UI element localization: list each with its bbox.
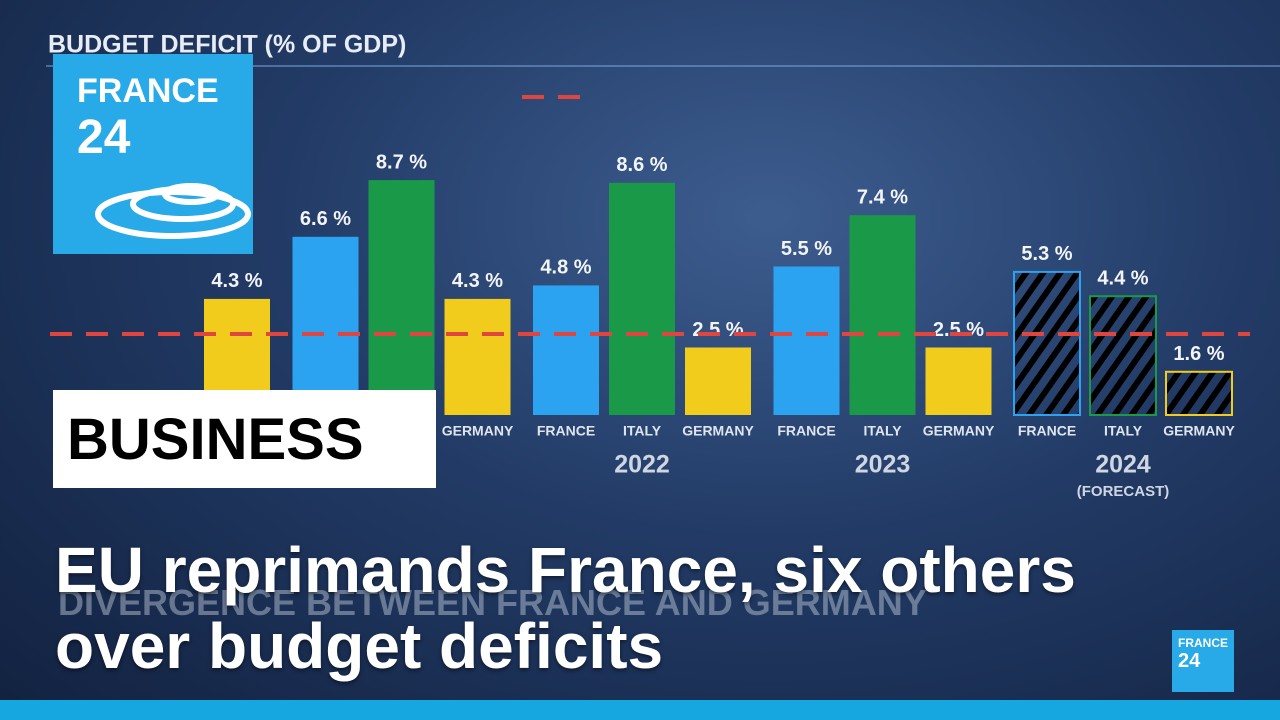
bar [925,347,992,415]
value-label: 5.3 % [1021,243,1072,265]
section-badge: BUSINESS [53,390,436,488]
x-tick-label: ITALY [623,423,662,439]
background-caption: DIVERGENCE BETWEEN FRANCE AND GERMANY [58,582,927,623]
x-tick-label: GERMANY [442,423,514,439]
x-tick-label: GERMANY [682,423,754,439]
headline-line: EU reprimands France, six others [55,534,1076,606]
group-label: 2023 [855,451,911,479]
france24-logo: FRANCE 24 [53,54,253,254]
logo-text: 24 [1178,650,1201,672]
bar [1165,370,1233,416]
x-tick-label: ITALY [1104,423,1143,439]
bar [609,182,675,415]
value-label: 4.3 % [211,270,262,292]
bar [368,180,435,415]
bar [292,236,359,415]
bar [685,347,751,415]
logo-text: FRANCE [77,72,219,110]
logo-rings [95,183,251,239]
x-tick-label: FRANCE [1018,423,1076,439]
x-tick-label: GERMANY [1163,423,1235,439]
group-label: 2024 [1095,451,1151,479]
bar-group [1089,295,1157,417]
bottom-bar [0,700,1280,720]
bar [1013,270,1081,416]
value-label: 6.6 % [300,208,351,230]
value-label: 5.5 % [781,238,832,260]
value-label: 4.3 % [452,270,503,292]
x-tick-label: GERMANY [923,423,995,439]
logo-text: FRANCE [1178,636,1228,650]
value-label: 4.8 % [540,257,591,279]
headline: EU reprimands France, six others over bu… [55,532,1076,684]
corner-logo: FRANCE 24 [1172,630,1234,692]
bar-group [1165,370,1233,416]
logo-text: 24 [77,111,131,164]
forecast-note: (FORECAST) [1077,483,1170,500]
x-tick-label: FRANCE [537,423,595,439]
bar [533,285,599,415]
headline-line: over budget deficits [55,610,664,682]
value-label: 2.5 % [933,319,984,341]
bar [773,266,840,415]
value-label: 4.4 % [1097,267,1148,289]
bar [849,215,916,415]
x-tick-label: ITALY [863,423,902,439]
value-label: 8.7 % [376,151,427,173]
group-label: 2022 [614,451,670,479]
bar [444,298,511,415]
x-tick-label: FRANCE [777,423,835,439]
bar-group [1013,270,1081,416]
chart-title: BUDGET DEFICIT (% OF GDP) [48,31,406,59]
value-label: 2.5 % [692,319,743,341]
value-label: 1.6 % [1173,343,1224,365]
bar [1089,295,1157,417]
value-label: 7.4 % [857,186,908,208]
value-label: 8.6 % [616,154,667,176]
